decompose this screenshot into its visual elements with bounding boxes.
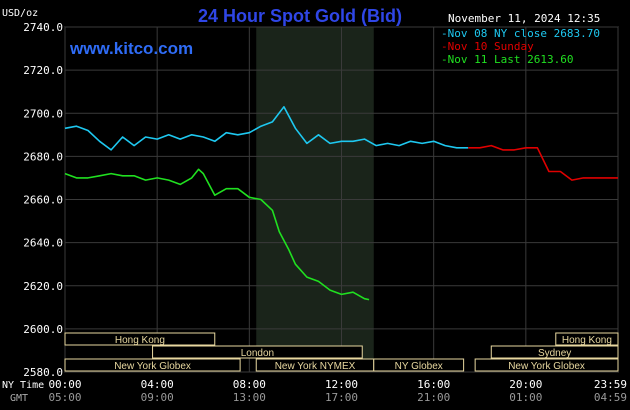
- y-tick-label: 2640.0: [23, 237, 63, 250]
- y-tick-label: 2740.0: [23, 21, 63, 34]
- x-tick-gmt: 05:00: [48, 391, 81, 404]
- market-session-bars: Hong Kong Hong Kong London Sydney New York G…: [64, 332, 619, 372]
- gmt-label: GMT: [10, 393, 28, 404]
- timestamp: November 11, 2024 12:35: [448, 12, 600, 25]
- x-tick-ny: 00:00: [48, 378, 81, 391]
- ny-time-label: NY Time: [2, 380, 44, 391]
- session-label: Sydney: [538, 348, 571, 359]
- session-label: New York Globex: [508, 361, 585, 372]
- session-box: [490, 345, 619, 359]
- x-tick-gmt: 21:00: [417, 391, 450, 404]
- series-lines: [64, 106, 618, 301]
- x-tick-gmt: 17:00: [325, 391, 358, 404]
- y-tick-label: 2720.0: [23, 64, 63, 77]
- chart-title: 24 Hour Spot Gold (Bid): [198, 6, 402, 26]
- gridlines: [64, 26, 619, 373]
- y-tick-label: 2580.0: [23, 366, 63, 379]
- x-tick-ny: 20:00: [509, 378, 542, 391]
- y-tick-label: 2620.0: [23, 280, 63, 293]
- x-tick-ny: 16:00: [417, 378, 450, 391]
- x-tick-gmt: 01:00: [509, 391, 542, 404]
- x-tick-ny: 12:00: [325, 378, 358, 391]
- x-tick-ny: 08:00: [233, 378, 266, 391]
- session-box: [152, 345, 363, 359]
- session-label: London: [241, 348, 274, 359]
- session-box: [64, 358, 241, 372]
- session-box: [373, 358, 465, 372]
- x-tick-ny: 23:59: [594, 378, 627, 391]
- series-line: [64, 168, 370, 301]
- session-label: Hong Kong: [562, 335, 612, 346]
- y-tick-label: 2600.0: [23, 323, 63, 336]
- series-line: [468, 144, 618, 181]
- x-tick-gmt: 04:59: [594, 391, 627, 404]
- x-tick-ny: 04:00: [141, 378, 174, 391]
- session-label: Hong Kong: [115, 335, 165, 346]
- session-box: [64, 332, 216, 346]
- session-label: New York Globex: [114, 361, 191, 372]
- session-label: NY Globex: [395, 361, 443, 372]
- y-axis-ticks: 2580.0 2600.0 2620.0 2640.0 2660.0 2680.0 2700…: [23, 21, 63, 379]
- y-tick-label: 2660.0: [23, 194, 63, 207]
- session-box: [555, 332, 619, 346]
- site-url[interactable]: www.kitco.com: [69, 39, 193, 58]
- y-axis-unit: USD/oz: [2, 8, 38, 19]
- series-line: [64, 106, 469, 151]
- x-tick-gmt: 13:00: [233, 391, 266, 404]
- legend-item: -Nov 08 NY close 2683.70: [441, 27, 600, 40]
- y-tick-label: 2700.0: [23, 107, 63, 120]
- y-tick-label: 2680.0: [23, 150, 63, 163]
- session-label: New York NYMEX: [275, 361, 356, 372]
- legend-item: -Nov 10 Sunday: [441, 40, 534, 53]
- legend: -Nov 08 NY close 2683.70-Nov 10 Sunday-N…: [441, 27, 600, 66]
- x-tick-gmt: 09:00: [141, 391, 174, 404]
- legend-item: -Nov 11 Last 2613.60: [441, 53, 573, 66]
- session-box: [474, 358, 619, 372]
